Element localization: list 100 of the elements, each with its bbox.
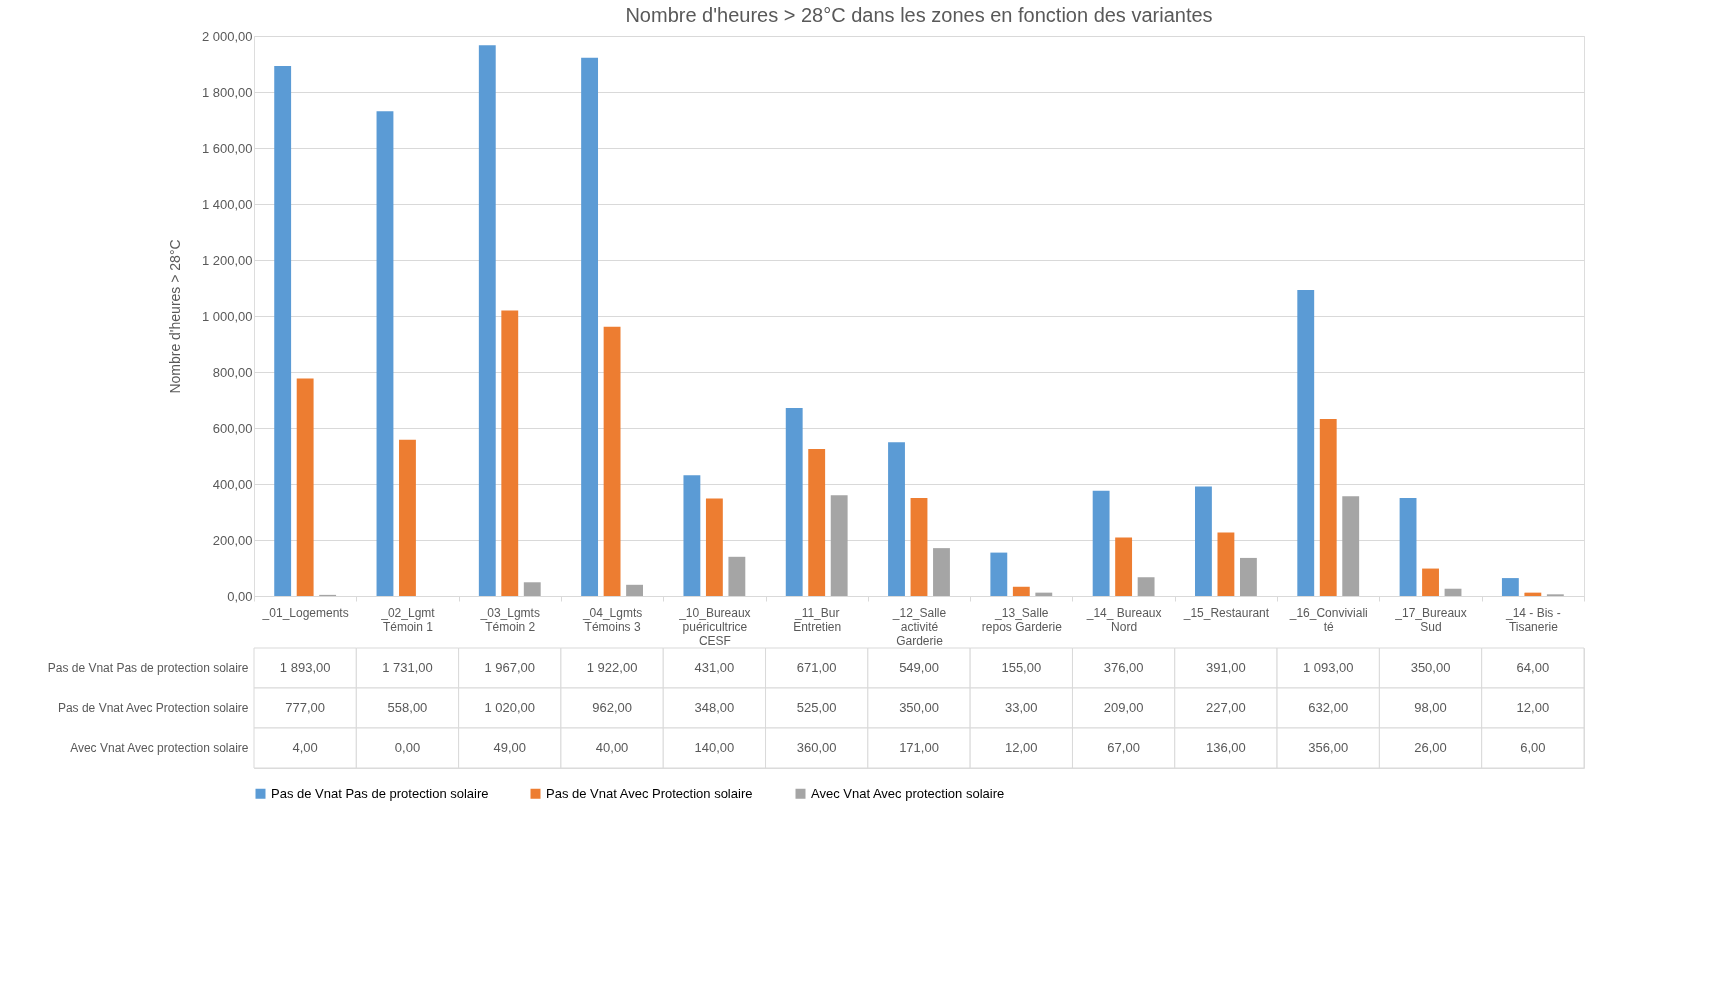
y-tick-label: 800,00 <box>212 364 253 380</box>
bar <box>1297 289 1315 596</box>
text: Avec Vnat Avec protection solaire <box>70 741 249 755</box>
bar <box>399 439 416 596</box>
bar <box>603 326 621 596</box>
x-tick-label: _03_Lgmts Témoin 2 <box>479 605 540 634</box>
data-label: 356,00 <box>1308 740 1349 755</box>
bar <box>581 57 599 596</box>
x-tick-label: _14 - Bis - Tisanerie <box>1505 605 1561 634</box>
data-label: 209,00 <box>1103 700 1144 715</box>
x-tick-label: _04_Lgmts Témoins 3 <box>581 605 643 634</box>
x-tick-label: _15_Restaurant <box>1182 605 1270 620</box>
data-label: 136,00 <box>1206 740 1246 755</box>
data-label: 777,00 <box>285 700 326 715</box>
bar <box>1342 496 1360 596</box>
bar <box>376 111 394 596</box>
bar <box>1012 586 1030 596</box>
y-tick-label: 1 400,00 <box>201 196 253 212</box>
bar <box>626 584 643 596</box>
y-tick-label: 1 200,00 <box>201 252 253 268</box>
data-label: 525,00 <box>796 700 837 715</box>
x-tick-label: _13_Salle repos Garderie <box>981 605 1063 634</box>
data-label: 1 020,00 <box>484 700 536 715</box>
x-tick-label: _02_Lgmt Témoin 1 <box>380 605 436 634</box>
bar <box>1501 578 1519 596</box>
data-label: 49,00 <box>493 740 527 755</box>
y-tick-label: 1 000,00 <box>201 308 253 324</box>
bar <box>1444 588 1462 596</box>
data-label: 632,00 <box>1308 700 1349 715</box>
chart-title: Nombre d'heures > 28°C dans les zones en fonction des variantes <box>625 4 1213 26</box>
data-label: 227,00 <box>1206 700 1246 715</box>
data-label: 33,00 <box>1005 700 1038 715</box>
y-tick-label: 1 600,00 <box>201 140 253 156</box>
data-label: 98,00 <box>1414 700 1447 715</box>
data-label: 431,00 <box>694 660 735 675</box>
bar <box>1137 577 1155 596</box>
y-tick-label: 1 800,00 <box>201 84 253 100</box>
bar <box>808 449 826 596</box>
data-label: 140,00 <box>694 740 735 755</box>
data-label: 391,00 <box>1206 660 1246 675</box>
legend-label: Pas de Vnat Avec Protection solaire <box>546 785 753 801</box>
y-tick-label: 0,00 <box>227 588 253 604</box>
bar <box>1239 557 1257 596</box>
bar <box>728 556 746 596</box>
bar <box>1319 419 1337 596</box>
x-tick-label: _14_ Bureaux Nord <box>1085 605 1162 634</box>
data-label: 1 922,00 <box>586 660 638 675</box>
bar <box>523 582 541 596</box>
y-tick-label: 600,00 <box>212 420 253 436</box>
data-label: 962,00 <box>592 700 632 715</box>
bar <box>888 442 905 596</box>
text: Pas de Vnat Avec Protection solaire <box>57 701 249 715</box>
bar <box>1217 532 1235 596</box>
data-label: 350,00 <box>899 700 939 715</box>
y-axis-title: Nombre d'heures > 28°C <box>166 239 183 394</box>
data-label: 67,00 <box>1107 740 1140 755</box>
bar <box>910 498 928 596</box>
bar <box>1092 490 1110 596</box>
bar <box>683 475 701 596</box>
bar <box>1195 486 1212 596</box>
bar <box>1399 498 1417 596</box>
data-label: 171,00 <box>899 740 939 755</box>
data-label: 376,00 <box>1103 660 1144 675</box>
legend-label: Pas de Vnat Pas de protection solaire <box>271 785 489 801</box>
data-label: 1 731,00 <box>382 660 433 675</box>
data-label: 12,00 <box>1516 700 1550 715</box>
bar <box>274 65 292 596</box>
data-label: 26,00 <box>1414 740 1447 755</box>
bar <box>785 408 803 596</box>
bar <box>705 498 723 596</box>
data-label: 671,00 <box>796 660 837 675</box>
y-tick-label: 200,00 <box>212 532 253 548</box>
x-tick-label: _12_Salle activité Garderie <box>891 605 947 648</box>
bar <box>830 495 848 596</box>
bar <box>501 310 519 596</box>
data-label: 12,00 <box>1005 740 1038 755</box>
data-label: 64,00 <box>1516 660 1550 675</box>
data-label: 4,00 <box>292 740 318 755</box>
x-tick-label: _11_Bur Entretien <box>793 605 842 634</box>
data-label: 1 893,00 <box>279 660 331 675</box>
data-label: 1 093,00 <box>1302 660 1354 675</box>
bar <box>1422 568 1439 596</box>
x-tick-label: _10_Bureaux puéricultrice CESF <box>678 605 751 648</box>
bar <box>990 552 1008 596</box>
bar <box>933 548 950 596</box>
data-label: 155,00 <box>1001 660 1042 675</box>
y-tick-label: 2 000,00 <box>201 28 253 44</box>
data-label: 1 967,00 <box>484 660 536 675</box>
data-label: 558,00 <box>387 700 428 715</box>
legend-label: Avec Vnat Avec protection solaire <box>811 785 1005 801</box>
data-label: 40,00 <box>595 740 629 755</box>
data-label: 549,00 <box>899 660 939 675</box>
bar <box>478 45 496 596</box>
data-label: 350,00 <box>1410 660 1451 675</box>
x-tick-label: _17_Bureaux Sud <box>1394 605 1467 634</box>
bar <box>1115 537 1133 596</box>
x-tick-label: _01_Logements <box>261 605 349 620</box>
x-tick-label: _16_Convivialité <box>1288 605 1368 634</box>
bar <box>296 378 314 596</box>
y-tick-label: 400,00 <box>212 476 253 492</box>
